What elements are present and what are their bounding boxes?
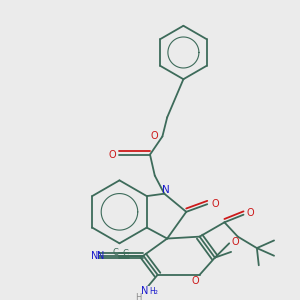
Text: O: O [151, 131, 159, 142]
Text: O: O [192, 277, 200, 286]
Text: C: C [113, 248, 118, 257]
Text: C: C [122, 249, 128, 258]
Text: H: H [135, 293, 142, 300]
Text: N: N [97, 251, 104, 261]
Text: O: O [231, 237, 239, 248]
Text: N: N [91, 251, 98, 261]
Text: O: O [246, 208, 254, 218]
Text: H₂: H₂ [149, 286, 158, 296]
Text: N: N [141, 286, 148, 296]
Text: N: N [162, 185, 170, 195]
Text: O: O [211, 199, 219, 209]
Text: O: O [108, 150, 116, 160]
